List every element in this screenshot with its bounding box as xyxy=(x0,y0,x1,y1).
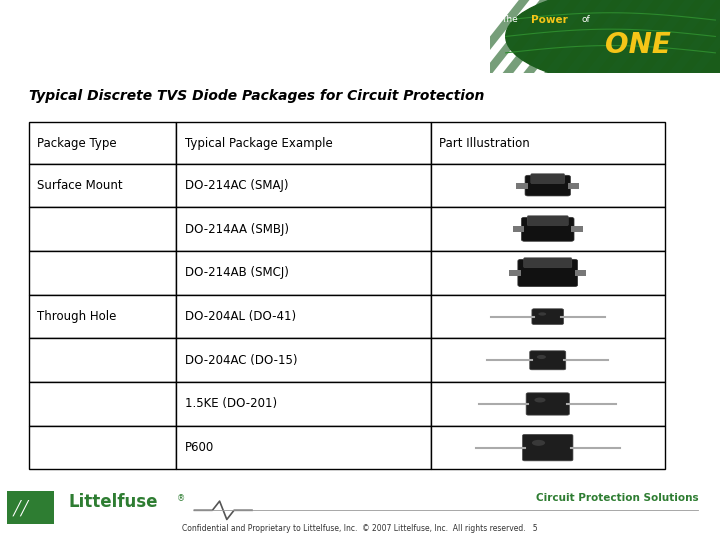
Text: Part Illustration: Part Illustration xyxy=(439,137,530,150)
Bar xyxy=(29,426,176,469)
Text: DO-214AA (SMBJ): DO-214AA (SMBJ) xyxy=(185,223,289,236)
Bar xyxy=(516,183,528,188)
Bar xyxy=(29,382,176,426)
Bar xyxy=(29,123,176,164)
FancyBboxPatch shape xyxy=(530,351,566,370)
Bar xyxy=(176,382,431,426)
Text: The: The xyxy=(501,15,518,24)
Text: Power: Power xyxy=(531,15,568,25)
Text: TVS Diode Definition and General Electronics Applications: TVS Diode Definition and General Electro… xyxy=(14,28,602,45)
Bar xyxy=(176,207,431,251)
Ellipse shape xyxy=(532,440,545,446)
Text: Littelfuse: Littelfuse xyxy=(68,493,158,511)
Text: Surface Mount: Surface Mount xyxy=(37,179,123,192)
Bar xyxy=(29,207,176,251)
FancyBboxPatch shape xyxy=(527,215,568,226)
FancyBboxPatch shape xyxy=(521,217,574,241)
Bar xyxy=(431,295,665,339)
Text: Package Type: Package Type xyxy=(37,137,117,150)
Bar xyxy=(29,164,176,207)
Bar xyxy=(431,382,665,426)
Bar xyxy=(431,339,665,382)
Bar xyxy=(575,270,586,276)
Text: ®: ® xyxy=(176,495,184,503)
Bar xyxy=(176,339,431,382)
Bar xyxy=(29,339,176,382)
Text: ╱╱: ╱╱ xyxy=(13,500,30,516)
FancyBboxPatch shape xyxy=(526,393,570,415)
Bar xyxy=(431,207,665,251)
Bar xyxy=(176,123,431,164)
FancyBboxPatch shape xyxy=(532,309,564,325)
Bar xyxy=(29,295,176,339)
Bar xyxy=(176,164,431,207)
Text: 1.5KE (DO-201): 1.5KE (DO-201) xyxy=(185,397,277,410)
Bar xyxy=(431,251,665,295)
Bar xyxy=(176,251,431,295)
FancyBboxPatch shape xyxy=(525,176,570,196)
Ellipse shape xyxy=(539,312,546,316)
Text: DO-214AB (SMCJ): DO-214AB (SMCJ) xyxy=(185,266,289,280)
Bar xyxy=(29,251,176,295)
Bar xyxy=(571,226,582,232)
Bar xyxy=(509,270,521,276)
Text: Typical Package Example: Typical Package Example xyxy=(185,137,333,150)
Bar xyxy=(176,295,431,339)
FancyBboxPatch shape xyxy=(523,258,572,268)
Text: Through Hole: Through Hole xyxy=(37,310,117,323)
FancyBboxPatch shape xyxy=(518,259,577,287)
Bar xyxy=(431,164,665,207)
Bar xyxy=(7,491,54,524)
Text: DO-204AC (DO-15): DO-204AC (DO-15) xyxy=(185,354,297,367)
Text: DO-204AL (DO-41): DO-204AL (DO-41) xyxy=(185,310,296,323)
Bar xyxy=(567,183,579,188)
Text: P600: P600 xyxy=(185,441,214,454)
Bar xyxy=(176,426,431,469)
Ellipse shape xyxy=(537,355,546,359)
Bar xyxy=(431,123,665,164)
Text: ONE: ONE xyxy=(605,31,670,59)
FancyBboxPatch shape xyxy=(523,434,573,461)
Text: DO-214AC (SMAJ): DO-214AC (SMAJ) xyxy=(185,179,288,192)
Text: Typical Discrete TVS Diode Packages for Circuit Protection: Typical Discrete TVS Diode Packages for … xyxy=(29,90,484,104)
FancyBboxPatch shape xyxy=(531,174,564,184)
Text: of: of xyxy=(582,15,590,24)
Circle shape xyxy=(505,0,720,91)
Bar xyxy=(513,226,524,232)
Ellipse shape xyxy=(534,397,546,402)
Bar xyxy=(431,426,665,469)
Text: Confidential and Proprietary to Littelfuse, Inc.  © 2007 Littelfuse, Inc.  All r: Confidential and Proprietary to Littelfu… xyxy=(182,524,538,532)
Text: Circuit Protection Solutions: Circuit Protection Solutions xyxy=(536,493,698,503)
